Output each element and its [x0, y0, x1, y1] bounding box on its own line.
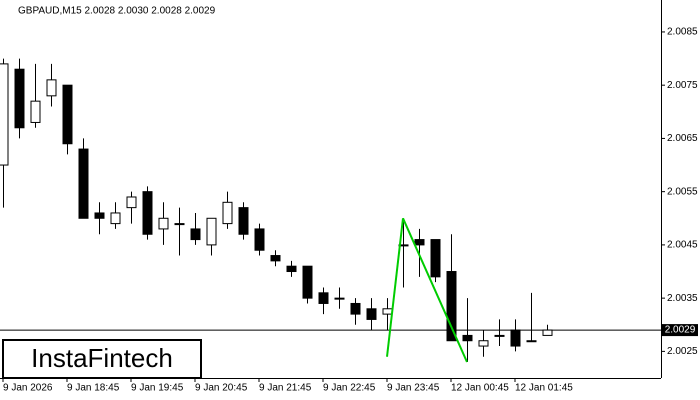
- candle-body: [382, 308, 393, 315]
- candle-body: [174, 223, 185, 226]
- y-tick-label: 2.0035: [667, 293, 698, 304]
- pattern-line: [402, 217, 468, 363]
- pattern-line: [386, 218, 404, 357]
- y-tick-label: 2.0075: [667, 80, 698, 91]
- y-tick-label: 2.0065: [667, 133, 698, 144]
- y-tick-label: 2.0045: [667, 240, 698, 251]
- x-tick-label: 9 Jan 23:45: [387, 383, 440, 394]
- price-badge-label: 2.0029: [665, 325, 696, 336]
- candle-body: [462, 334, 473, 342]
- candle-body: [222, 201, 233, 225]
- candle-body: [366, 308, 377, 320]
- x-tick-label: 9 Jan 21:45: [259, 383, 312, 394]
- y-tick-label: 2.0055: [667, 186, 698, 197]
- candle-body: [0, 63, 9, 166]
- candle-body: [526, 340, 537, 343]
- x-tick-label: 12 Jan 01:45: [515, 383, 573, 394]
- candle-body: [286, 265, 297, 273]
- candle-body: [94, 212, 105, 219]
- candle-body: [350, 302, 361, 315]
- candle-body: [510, 329, 521, 347]
- chart-title: GBPAUD,M15 2.0028 2.0030 2.0028 2.0029: [18, 6, 216, 17]
- candle-body: [190, 228, 201, 241]
- candle-body: [158, 217, 169, 230]
- y-tick-label: 2.0085: [667, 27, 698, 38]
- price-badge: [662, 324, 698, 337]
- candle-body: [78, 148, 89, 219]
- candle-body: [126, 196, 137, 209]
- x-tick-label: 9 Jan 2026: [3, 383, 53, 394]
- candle-body: [270, 255, 281, 262]
- x-tick-label: 9 Jan 20:45: [195, 383, 248, 394]
- y-tick-label: 2.0025: [667, 346, 698, 357]
- x-tick-label: 9 Jan 19:45: [131, 383, 184, 394]
- candle-body: [110, 212, 121, 225]
- candle-body: [30, 100, 41, 123]
- candle-body: [238, 207, 249, 235]
- candle-body: [446, 271, 457, 342]
- candle-body: [206, 217, 217, 246]
- candle-body: [430, 239, 441, 278]
- candle-body: [46, 79, 57, 97]
- candle-body: [318, 292, 329, 304]
- candle-body: [62, 84, 73, 145]
- candle-body: [334, 297, 345, 300]
- candle-body: [254, 228, 265, 251]
- x-tick-label: 9 Jan 22:45: [323, 383, 376, 394]
- brand-box: [2, 339, 202, 379]
- candle-body: [494, 334, 505, 337]
- candle-body: [542, 329, 553, 336]
- candle-body: [478, 340, 489, 347]
- candle-body: [14, 68, 25, 129]
- candle-body: [302, 265, 313, 299]
- x-tick-label: 12 Jan 00:45: [451, 383, 509, 394]
- candle-body: [414, 239, 425, 246]
- x-tick-label: 9 Jan 18:45: [67, 383, 120, 394]
- candle-body: [142, 191, 153, 235]
- brand-logo: InstaFintech: [31, 343, 173, 373]
